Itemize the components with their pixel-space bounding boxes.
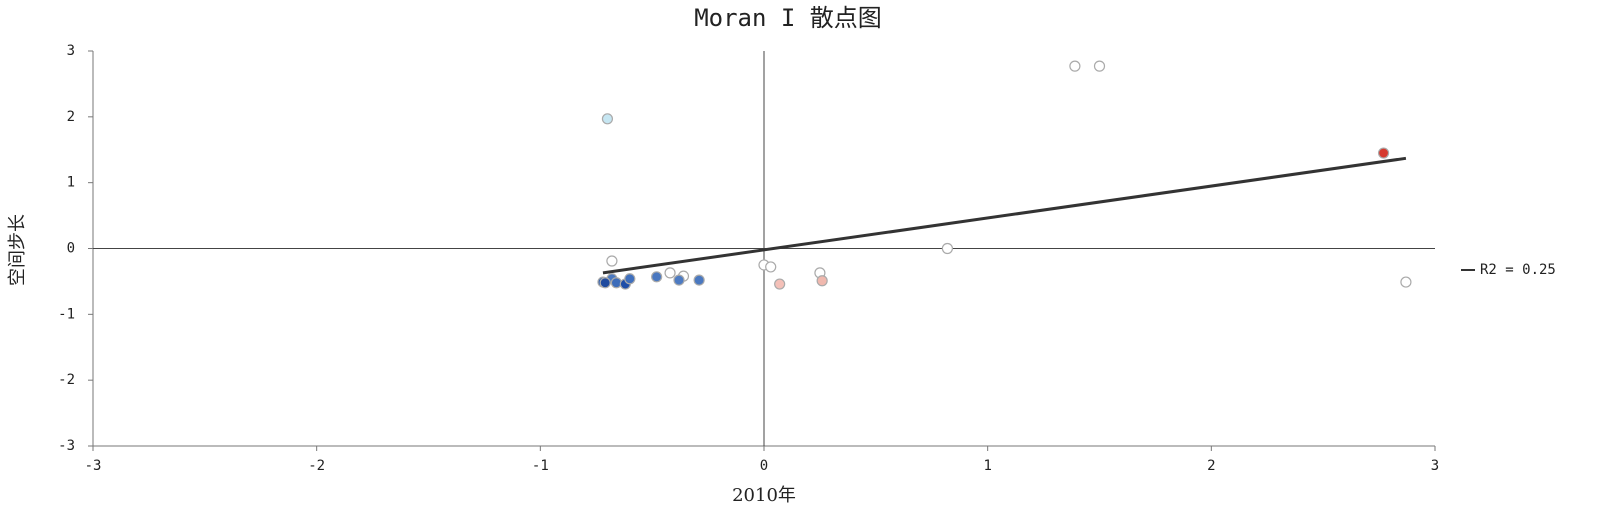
point — [599, 277, 611, 289]
chart-title: Moran I 散点图 — [694, 4, 882, 32]
point — [693, 274, 705, 286]
point — [1069, 60, 1081, 72]
point — [624, 273, 636, 285]
point — [1377, 147, 1390, 159]
point — [664, 267, 676, 279]
y-tick-label: 2 — [67, 109, 75, 125]
x-tick-label: -3 — [85, 458, 102, 474]
x-tick-label: 0 — [760, 458, 768, 474]
trendline — [602, 156, 1407, 275]
x-axis-label: 2010年 — [732, 485, 796, 506]
y-tick-label: 1 — [67, 175, 75, 191]
point — [673, 274, 685, 286]
point — [601, 113, 614, 125]
point — [606, 255, 618, 267]
y-tick-label: 0 — [67, 241, 75, 257]
x-tick-label: -1 — [532, 458, 549, 474]
point — [816, 275, 828, 287]
y-axis-label: 空间步长 — [7, 214, 28, 286]
y-tick-label: 3 — [67, 43, 75, 59]
legend-label: R2 = 0.25 — [1480, 262, 1556, 278]
point — [765, 261, 777, 273]
point — [774, 278, 786, 290]
point — [610, 277, 622, 289]
y-tick-label: -2 — [58, 372, 75, 388]
point — [1093, 60, 1106, 72]
point — [651, 271, 663, 283]
y-tick-label: -1 — [58, 306, 75, 322]
point — [1400, 276, 1412, 288]
x-tick-label: 3 — [1431, 458, 1439, 474]
x-tick-label: 1 — [983, 458, 991, 474]
point — [941, 242, 954, 255]
x-tick-label: 2 — [1207, 458, 1215, 474]
x-tick-label: -2 — [308, 458, 325, 474]
y-tick-label: -3 — [58, 438, 75, 454]
